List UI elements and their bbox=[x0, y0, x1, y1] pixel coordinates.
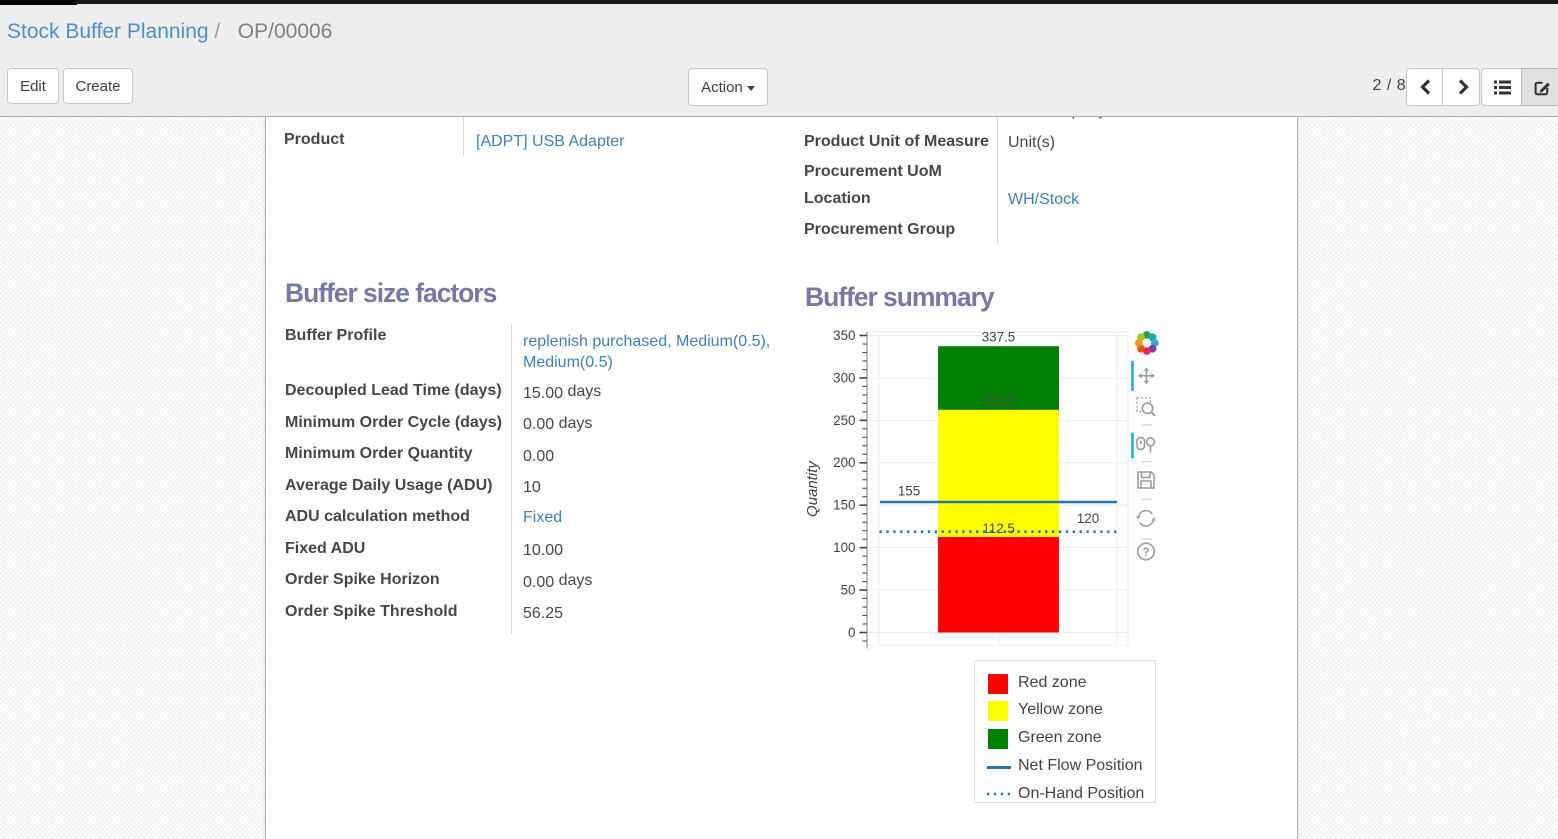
svg-text:262.5: 262.5 bbox=[982, 393, 1016, 408]
svg-text:112.5: 112.5 bbox=[982, 521, 1015, 536]
svg-text:150: 150 bbox=[833, 498, 855, 513]
svg-text:50: 50 bbox=[841, 583, 856, 598]
svg-text:?: ? bbox=[1142, 547, 1149, 559]
svg-text:300: 300 bbox=[833, 370, 855, 385]
svg-text:Quantity: Quantity bbox=[804, 460, 821, 517]
svg-text:100: 100 bbox=[833, 540, 855, 555]
svg-text:120: 120 bbox=[1077, 511, 1099, 526]
svg-text:0: 0 bbox=[848, 625, 855, 640]
svg-text:350: 350 bbox=[833, 328, 855, 343]
svg-text:337.5: 337.5 bbox=[982, 330, 1016, 345]
svg-text:250: 250 bbox=[833, 413, 855, 428]
svg-text:155: 155 bbox=[898, 484, 920, 499]
svg-text:200: 200 bbox=[833, 455, 855, 470]
